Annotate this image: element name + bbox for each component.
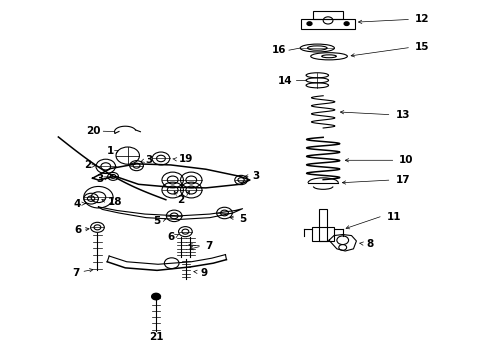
Text: 3: 3	[146, 155, 152, 165]
Text: 4: 4	[74, 199, 81, 210]
Text: 21: 21	[149, 332, 163, 342]
Text: 15: 15	[415, 42, 430, 51]
Bar	[319, 209, 327, 241]
Bar	[314, 12, 343, 19]
Text: 5: 5	[153, 216, 160, 226]
Text: 16: 16	[271, 45, 286, 55]
Text: 6: 6	[74, 225, 81, 235]
Text: 6: 6	[167, 232, 174, 242]
Text: 3: 3	[252, 171, 260, 181]
Text: 19: 19	[179, 154, 194, 164]
Text: 3: 3	[96, 174, 103, 184]
Text: 7: 7	[205, 241, 212, 251]
Text: 7: 7	[73, 267, 80, 278]
Text: 20: 20	[86, 126, 101, 135]
Text: 14: 14	[278, 76, 293, 86]
Text: 13: 13	[395, 111, 410, 121]
Text: 5: 5	[239, 214, 246, 224]
Circle shape	[344, 22, 349, 26]
Text: 18: 18	[108, 197, 122, 207]
Text: 2: 2	[84, 160, 91, 170]
Circle shape	[307, 22, 312, 26]
Text: 12: 12	[415, 14, 430, 24]
Text: 10: 10	[399, 155, 414, 165]
Text: 9: 9	[200, 267, 207, 278]
Circle shape	[152, 293, 160, 300]
Text: 2: 2	[177, 195, 184, 205]
Text: 8: 8	[366, 239, 373, 249]
Bar	[313, 226, 334, 241]
Text: 1: 1	[107, 146, 114, 156]
Text: 17: 17	[395, 175, 410, 185]
Text: 11: 11	[387, 212, 401, 221]
Bar	[301, 19, 355, 29]
